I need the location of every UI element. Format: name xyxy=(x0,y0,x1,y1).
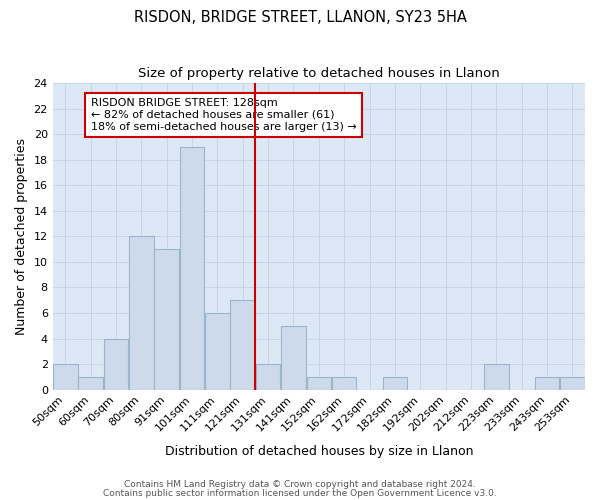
Bar xyxy=(535,377,559,390)
Bar xyxy=(129,236,154,390)
Bar xyxy=(332,377,356,390)
Text: Contains public sector information licensed under the Open Government Licence v3: Contains public sector information licen… xyxy=(103,488,497,498)
Bar xyxy=(180,147,205,390)
Text: RISDON, BRIDGE STREET, LLANON, SY23 5HA: RISDON, BRIDGE STREET, LLANON, SY23 5HA xyxy=(134,10,466,25)
Bar xyxy=(53,364,77,390)
Bar xyxy=(484,364,509,390)
Y-axis label: Number of detached properties: Number of detached properties xyxy=(15,138,28,335)
Bar xyxy=(104,338,128,390)
Bar xyxy=(79,377,103,390)
Text: Contains HM Land Registry data © Crown copyright and database right 2024.: Contains HM Land Registry data © Crown c… xyxy=(124,480,476,489)
Bar xyxy=(281,326,306,390)
Bar xyxy=(560,377,584,390)
Bar xyxy=(256,364,280,390)
Bar xyxy=(205,313,230,390)
Bar xyxy=(230,300,255,390)
Text: RISDON BRIDGE STREET: 128sqm
← 82% of detached houses are smaller (61)
18% of se: RISDON BRIDGE STREET: 128sqm ← 82% of de… xyxy=(91,98,356,132)
Bar xyxy=(154,249,179,390)
Bar xyxy=(307,377,331,390)
Bar xyxy=(383,377,407,390)
Title: Size of property relative to detached houses in Llanon: Size of property relative to detached ho… xyxy=(138,68,500,80)
X-axis label: Distribution of detached houses by size in Llanon: Distribution of detached houses by size … xyxy=(164,444,473,458)
